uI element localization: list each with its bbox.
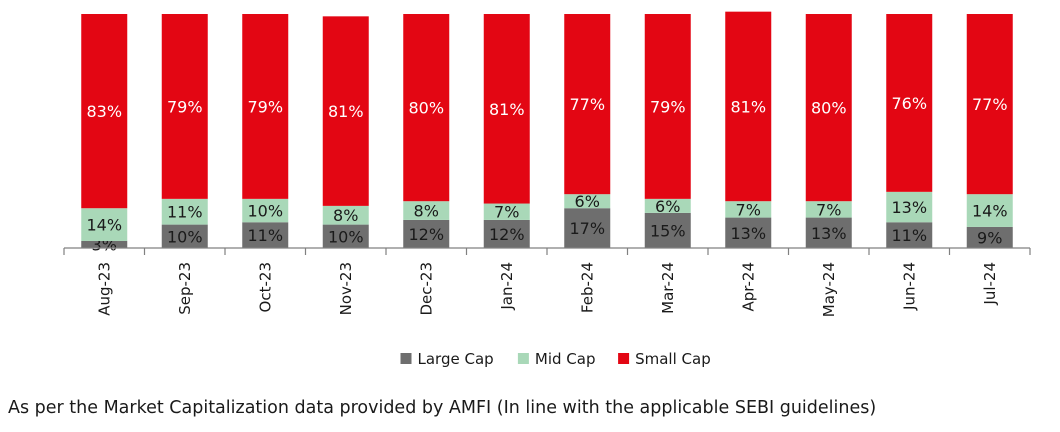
data-label: 81% xyxy=(489,100,525,119)
x-tick-label: Sep-23 xyxy=(176,262,194,315)
bar-segment xyxy=(644,212,691,248)
x-tick-label: Apr-24 xyxy=(739,262,757,312)
data-label: 80% xyxy=(408,99,444,118)
bar-segment xyxy=(725,11,772,202)
legend-label: Small Cap xyxy=(635,350,711,368)
legend-label: Large Cap xyxy=(418,350,494,368)
x-tick-label: Mar-24 xyxy=(659,262,677,314)
bar-segment xyxy=(81,208,128,241)
bar-segment xyxy=(725,217,772,248)
bar-segment xyxy=(805,217,852,248)
legend-swatch xyxy=(517,353,529,364)
x-tick-label: Jun-24 xyxy=(900,262,918,311)
data-label: 11% xyxy=(247,226,283,245)
data-label: 6% xyxy=(655,197,680,216)
bar-segment xyxy=(805,201,852,218)
data-label: 80% xyxy=(811,99,847,118)
data-label: 14% xyxy=(972,202,1008,221)
x-tick-label: Aug-23 xyxy=(95,262,113,316)
bar-segment xyxy=(644,14,691,199)
data-label: 7% xyxy=(494,203,519,222)
bar-segment xyxy=(644,198,691,213)
bar-segment xyxy=(805,14,852,202)
data-label: 77% xyxy=(569,95,605,114)
data-label: 79% xyxy=(167,97,203,116)
x-tick-label: Oct-23 xyxy=(256,262,274,312)
bar-segment xyxy=(564,194,611,209)
data-label: 17% xyxy=(569,219,605,238)
data-label: 81% xyxy=(328,102,364,121)
data-label: 79% xyxy=(650,97,686,116)
bar-segment xyxy=(725,201,772,218)
data-label: 83% xyxy=(86,102,122,121)
bar-segment xyxy=(564,208,611,248)
x-tick-label: Dec-23 xyxy=(417,262,435,316)
footnote: As per the Market Capitalization data pr… xyxy=(8,398,877,418)
data-label: 7% xyxy=(736,200,761,219)
bar-segment xyxy=(322,224,369,248)
bar-segment xyxy=(81,240,128,248)
data-label: 81% xyxy=(730,97,766,116)
data-label: 13% xyxy=(730,224,766,243)
data-label: 11% xyxy=(167,203,203,222)
data-label: 9% xyxy=(977,228,1002,247)
x-tick-label: Jan-24 xyxy=(498,262,516,311)
bar-segment xyxy=(322,205,369,225)
bar-segment xyxy=(966,194,1013,227)
bar-segment xyxy=(81,14,128,209)
bar-segment xyxy=(403,201,450,220)
bar-segment xyxy=(886,14,933,192)
data-label: 77% xyxy=(972,95,1008,114)
data-label: 13% xyxy=(891,198,927,217)
legend-swatch xyxy=(400,353,412,364)
bar-segment xyxy=(403,219,450,248)
data-label: 76% xyxy=(891,94,927,113)
data-label: 10% xyxy=(247,202,283,221)
bar-segment xyxy=(886,222,933,248)
x-tick-label: Feb-24 xyxy=(578,262,596,313)
bar-segment xyxy=(886,191,933,223)
x-tick-label: May-24 xyxy=(820,262,838,317)
legend-swatch xyxy=(618,353,630,364)
bar-segment xyxy=(242,14,289,199)
stacked-bar-chart: 3%14%83%10%11%79%11%10%79%10%8%81%12%8%8… xyxy=(63,11,1031,368)
data-label: 6% xyxy=(575,192,600,211)
data-label: 13% xyxy=(811,224,847,243)
bar-segment xyxy=(483,14,530,204)
bar-segment xyxy=(966,14,1013,195)
bar-segment xyxy=(161,224,208,248)
data-label: 11% xyxy=(891,226,927,245)
data-label: 14% xyxy=(86,216,122,235)
data-label: 10% xyxy=(328,227,364,246)
bar-segment xyxy=(966,226,1013,248)
bar-segment xyxy=(242,198,289,223)
data-label: 10% xyxy=(167,227,203,246)
data-label: 79% xyxy=(247,97,283,116)
bar-segment xyxy=(483,203,530,220)
data-label: 12% xyxy=(408,225,444,244)
bar-segment xyxy=(483,219,530,248)
bar-segment xyxy=(161,14,208,199)
data-label: 7% xyxy=(816,200,841,219)
bar-segment xyxy=(322,16,369,206)
legend-label: Mid Cap xyxy=(535,350,596,368)
bar-segment xyxy=(242,222,289,248)
data-label: 15% xyxy=(650,221,686,240)
bar-segment xyxy=(564,14,611,195)
x-tick-label: Jul-24 xyxy=(981,262,999,306)
bar-segment xyxy=(403,14,450,202)
x-tick-label: Nov-23 xyxy=(337,262,355,315)
data-label: 12% xyxy=(489,225,525,244)
chart-area: 3% 14% 83% 10% 11% 79% 11% 10% 79% 10% 8% 81% 12% 8% 8… xyxy=(63,11,1031,368)
bar-segment xyxy=(161,198,208,225)
data-label: 8% xyxy=(414,202,439,221)
data-label: 8% xyxy=(333,206,358,225)
